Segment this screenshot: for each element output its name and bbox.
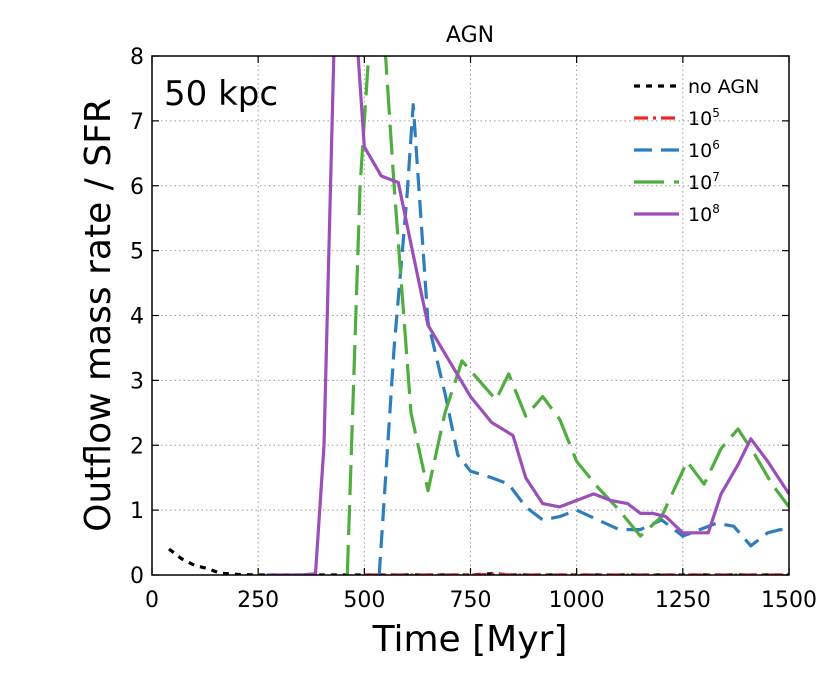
x-axis-title: Time [Myr] bbox=[372, 619, 568, 660]
legend-label: 108 bbox=[688, 202, 720, 226]
legend: no AGN 105 106 107 108 bbox=[634, 76, 759, 226]
y-tick-label: 3 bbox=[130, 369, 144, 394]
y-tick-label: 5 bbox=[130, 240, 144, 265]
x-tick-label: 1500 bbox=[761, 588, 817, 613]
series-group bbox=[168, 56, 789, 575]
y-tick-label: 4 bbox=[130, 305, 144, 330]
legend-label: 106 bbox=[688, 138, 720, 162]
series-line-10^6 bbox=[377, 103, 789, 575]
y-axis-title: Outflow mass rate / SFR bbox=[78, 98, 119, 532]
series-line-10^7 bbox=[345, 56, 789, 575]
annotation-label: 50 kpc bbox=[164, 74, 278, 114]
legend-label: no AGN bbox=[688, 76, 759, 98]
series-line-10^8 bbox=[266, 56, 789, 575]
y-tick-label: 0 bbox=[130, 564, 144, 589]
ticks: 0 250 500 750 1000 1250 1500 0 1 2 3 4 5 6 7 8 bbox=[130, 45, 817, 613]
x-tick-label: 750 bbox=[450, 588, 492, 613]
x-tick-label: 500 bbox=[343, 588, 385, 613]
y-tick-label: 1 bbox=[130, 499, 144, 524]
y-tick-label: 2 bbox=[130, 434, 144, 459]
x-tick-label: 1250 bbox=[655, 588, 711, 613]
x-tick-label: 250 bbox=[237, 588, 279, 613]
x-tick-label: 1000 bbox=[549, 588, 605, 613]
y-tick-label: 7 bbox=[130, 110, 144, 135]
y-tick-label: 8 bbox=[130, 45, 144, 70]
legend-label: 105 bbox=[688, 106, 720, 130]
legend-label: 107 bbox=[688, 170, 720, 194]
x-tick-label: 0 bbox=[145, 588, 159, 613]
series-line-no AGN bbox=[168, 547, 789, 575]
y-tick-label: 6 bbox=[130, 175, 144, 200]
chart-title: AGN bbox=[446, 23, 494, 48]
